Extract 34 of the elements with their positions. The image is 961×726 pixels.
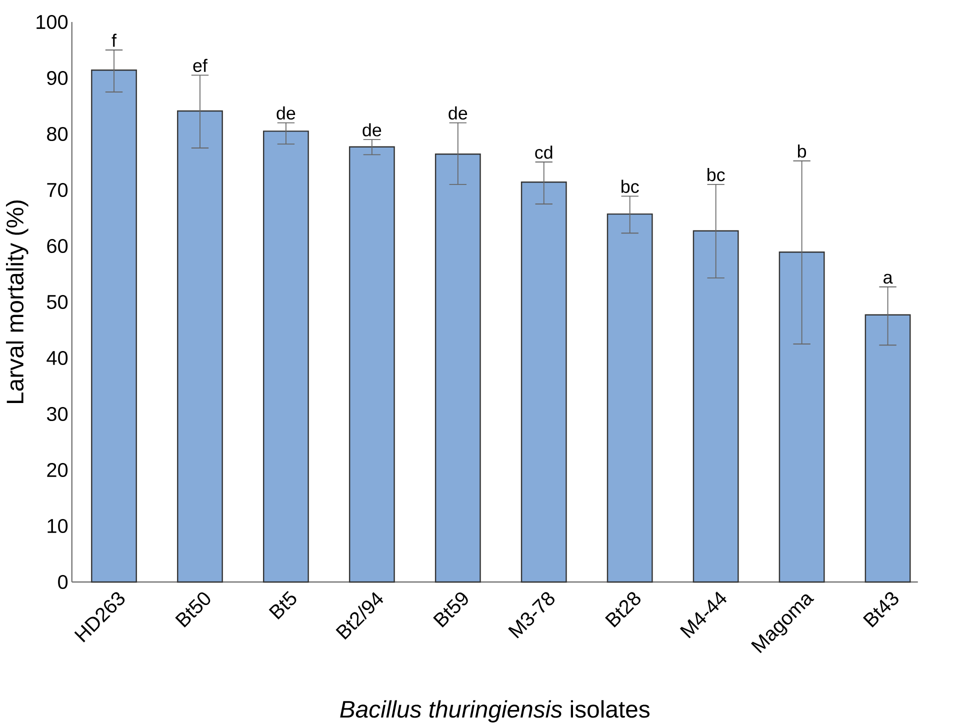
bar [91,70,137,583]
y-tick-label: 40 [46,350,68,366]
bar [778,252,825,583]
annotation: ef [193,58,208,72]
annotation: b [798,144,806,158]
annotation: cd [535,146,552,159]
bar [692,230,739,583]
annotation: de [362,123,382,136]
bar [177,110,223,583]
annotation: bc [622,180,639,193]
annotation: de [276,106,296,120]
annotation: f [112,34,117,47]
annotation: bc [708,168,725,182]
bar [263,130,309,583]
bar [348,146,395,583]
y-tick-label: 80 [47,126,68,142]
y-tick-label: 70 [47,182,68,198]
y-tick-label: 0 [58,574,68,590]
y-tick-label: 100 [36,14,68,30]
bar [520,182,567,583]
y-tick-label: 50 [46,294,68,310]
annotation: a [884,274,893,284]
x-tick-label: Bt5 [268,590,296,620]
y-tick-label: 30 [46,406,68,422]
bar [434,154,481,583]
y-tick-label: 10 [48,518,68,534]
annotation: de [448,106,468,120]
x-axis-title: Bacillus thuringiensis isolates [340,700,650,722]
y-axis-title: Larval mortality (%) [6,200,28,403]
y-tick-label: 90 [47,70,68,86]
y-tick-label: 60 [47,238,68,254]
y-tick-label: 20 [47,462,68,478]
bar [606,213,653,583]
bar [864,314,911,583]
